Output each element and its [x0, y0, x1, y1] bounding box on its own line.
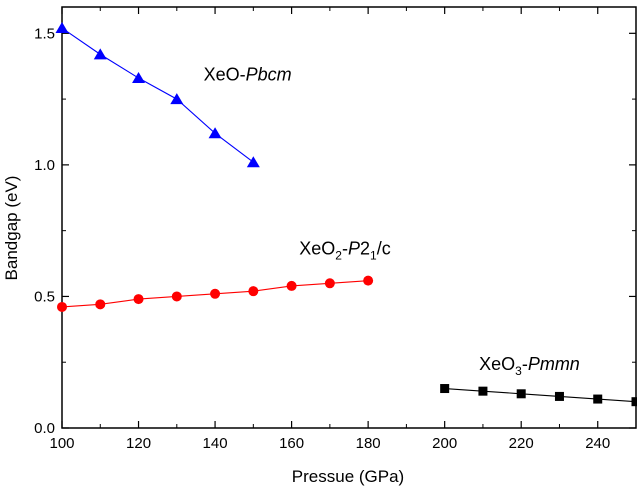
plot-frame — [61, 6, 637, 429]
data-point — [133, 294, 144, 305]
data-point — [478, 386, 488, 396]
data-point — [55, 22, 69, 34]
data-point — [95, 299, 106, 310]
data-point — [324, 278, 335, 289]
data-point — [170, 93, 184, 105]
series-label-part: /c — [377, 238, 391, 258]
y-tick-label: 0.0 — [34, 420, 55, 437]
series-layer — [55, 22, 637, 407]
series-label-part: XeO- — [204, 65, 246, 85]
data-point — [440, 384, 450, 394]
data-point — [363, 275, 374, 286]
series-label-part: 2 — [335, 248, 342, 262]
series-label: XeO2-P21/c — [299, 238, 390, 262]
series-label-part: - — [522, 354, 528, 374]
x-tick-label: 180 — [356, 435, 381, 452]
series-label-part: XeO — [299, 238, 335, 258]
data-point — [554, 391, 564, 401]
series-label: XeO-Pbcm — [204, 65, 292, 85]
x-tick-label: 140 — [203, 435, 228, 452]
data-point — [631, 397, 637, 407]
series-label-part: 1 — [370, 248, 377, 262]
series-label: XeO3-Pmmn — [479, 354, 580, 378]
x-tick-label: 220 — [509, 435, 534, 452]
x-tick-label: 160 — [279, 435, 304, 452]
series-1 — [57, 275, 374, 312]
series-label-part: 2 — [360, 238, 370, 258]
y-tick-label: 0.5 — [34, 288, 55, 305]
series-line — [444, 387, 637, 403]
y-tick-label: 1.0 — [34, 157, 55, 174]
data-point — [593, 394, 603, 404]
series-2 — [440, 384, 637, 407]
data-point — [246, 156, 260, 168]
series-0 — [55, 22, 260, 168]
data-point — [171, 291, 182, 302]
series-label-part: Pmmn — [528, 354, 580, 374]
data-point — [286, 280, 297, 291]
data-point — [132, 72, 146, 84]
series-label-part: 3 — [515, 364, 522, 378]
x-tick-label: 240 — [585, 435, 610, 452]
series-label-part: XeO — [479, 354, 515, 374]
x-tick-label: 200 — [432, 435, 457, 452]
x-axis-title: Pressue (GPa) — [292, 467, 404, 486]
y-tick-label: 1.5 — [34, 25, 55, 42]
x-tick-label: 120 — [126, 435, 151, 452]
x-tick-label: 100 — [49, 435, 74, 452]
data-point — [57, 301, 67, 312]
series-label-part: P — [348, 238, 360, 258]
series-label-part: - — [342, 238, 348, 258]
y-axis-title: Bandgap (eV) — [2, 176, 21, 281]
series-line — [61, 27, 254, 163]
data-point — [210, 288, 221, 299]
data-point — [248, 286, 259, 297]
series-label-part: Pbcm — [246, 65, 292, 85]
axes: 100 120 140 160 180 200 220 240 0.0 0.5 1.0 1.5 — [34, 6, 637, 452]
data-point — [208, 127, 222, 139]
data-point — [93, 48, 107, 60]
data-point — [516, 389, 526, 399]
